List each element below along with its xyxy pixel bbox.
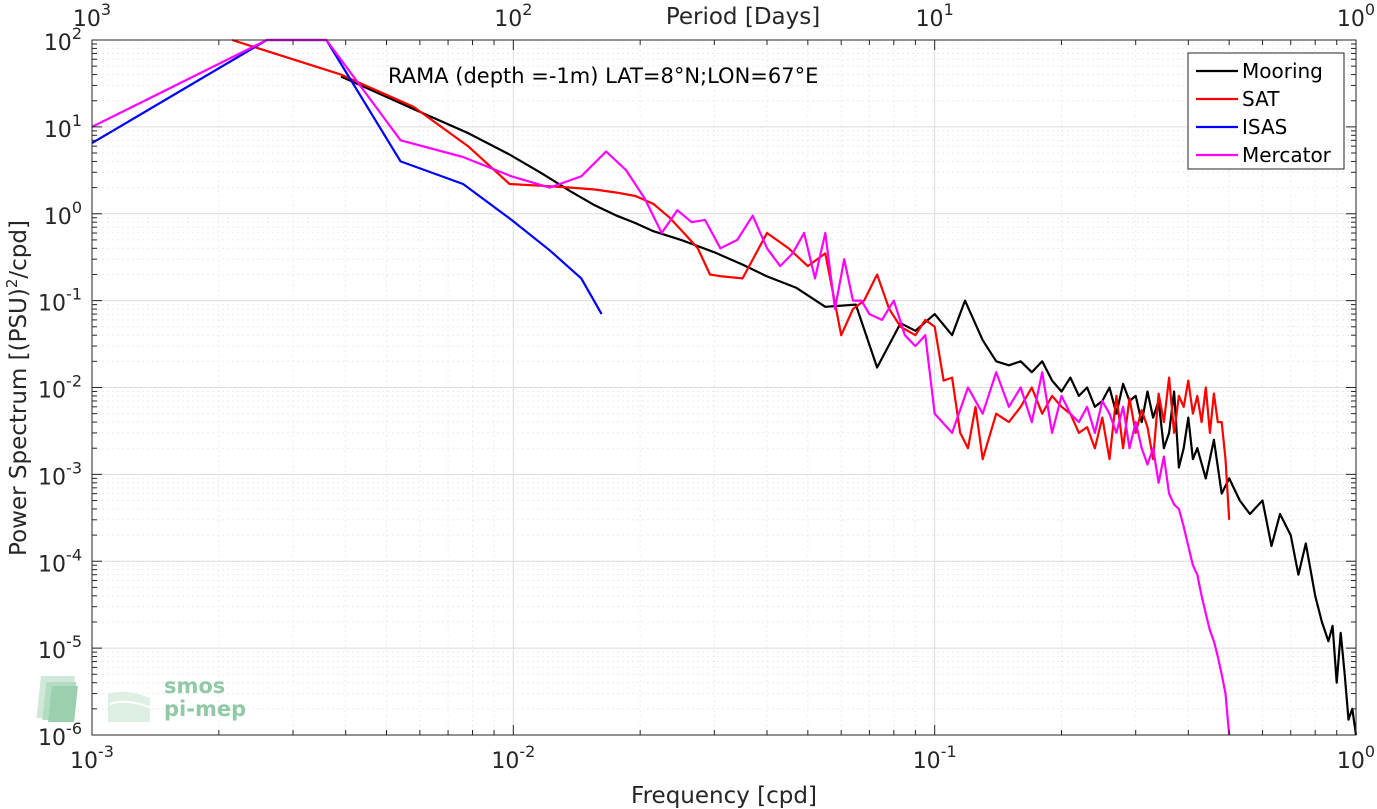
series-group xyxy=(91,38,1358,736)
series-line-mooring xyxy=(340,75,1358,736)
y-tick-label: 10-2 xyxy=(38,372,82,404)
legend-label-isas: ISAS xyxy=(1242,115,1287,139)
series-line-mercator xyxy=(91,38,1231,736)
x-tick-label: 100 xyxy=(1337,742,1375,774)
y-tick-label: 101 xyxy=(44,111,82,143)
tick-marks xyxy=(91,40,1356,736)
x-tick-label: 10-3 xyxy=(70,742,114,774)
x-tick-label: 10-1 xyxy=(913,742,957,774)
y-tick-label: 10-4 xyxy=(38,545,82,577)
x2-tick-label: 102 xyxy=(494,0,532,32)
y-tick-label: 102 xyxy=(44,24,82,56)
logo-text-smos: smos xyxy=(164,674,225,698)
y-tick-label: 100 xyxy=(44,198,82,230)
y-axis-title-main: Power Spectrum [(PSU) xyxy=(6,288,32,556)
tick-labels: 10-3 10-2 10-1 100 10-6 10-5 10-4 10-3 10-2 10-1 1… xyxy=(38,0,1375,774)
legend-box xyxy=(1187,52,1345,170)
y-tick-label: 10-1 xyxy=(38,285,82,317)
x-tick-label: 10-2 xyxy=(491,742,535,774)
x2-tick-label: 100 xyxy=(1337,0,1375,32)
smos-pi-mep-logo: smos pi-mep xyxy=(36,674,246,722)
x2-axis-title: Period [Days] xyxy=(666,4,820,30)
legend-label-mooring: Mooring xyxy=(1242,59,1323,83)
x2-tick-label: 101 xyxy=(916,0,954,32)
y-axis-title-tail: /cpd] xyxy=(6,220,32,279)
y-tick-label: 10-3 xyxy=(38,458,82,490)
legend-label-mercator: Mercator xyxy=(1242,143,1332,167)
y-axis-title: Power Spectrum [(PSU)2/cpd] xyxy=(3,220,32,556)
y-axis-title-sup: 2 xyxy=(3,279,21,289)
y-tick-label: 10-5 xyxy=(38,632,82,664)
x2-tick-label: 103 xyxy=(73,0,111,32)
series-line-sat xyxy=(231,38,1231,520)
logo-text-pi-mep: pi-mep xyxy=(164,697,246,721)
chart-annotation: RAMA (depth =-1m) LAT=8°N;LON=67°E xyxy=(388,64,818,88)
y-tick-label: 10-6 xyxy=(38,719,82,751)
logo-mark-icon xyxy=(36,676,153,722)
legend-label-sat: SAT xyxy=(1242,87,1280,111)
x-axis-title: Frequency [cpd] xyxy=(631,783,817,809)
legend: Mooring SAT ISAS Mercator xyxy=(1187,52,1345,170)
